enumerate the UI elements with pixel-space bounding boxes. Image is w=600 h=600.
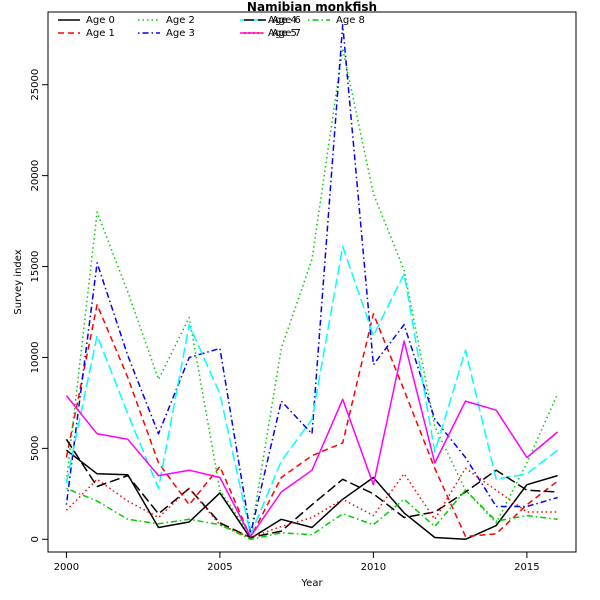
x-axis-title: Year xyxy=(300,578,323,589)
series-line-age-7 xyxy=(65,467,558,539)
legend-label-age-0: Age 0 xyxy=(86,15,115,26)
series-line-age-0 xyxy=(65,449,558,541)
legend-label-age-7: Age 7 xyxy=(272,28,301,39)
legend-label-age-4: Age 4 xyxy=(268,15,297,26)
y-tick-label: 25000 xyxy=(30,69,41,101)
chart-title: Namibian monkfish xyxy=(247,0,377,14)
series-line-age-6 xyxy=(65,438,558,539)
y-tick-label: 0 xyxy=(30,536,41,542)
legend-label-age-5: Age 5 xyxy=(268,28,297,39)
legend: Age 0 Age 1 Age 2 Age 3 Age 4 Age 5 Age 6 Age 7… xyxy=(58,15,365,39)
series-line-age-5 xyxy=(65,340,559,538)
x-axis: 2000 2005 2010 2015 xyxy=(54,551,540,573)
series-line-age-8 xyxy=(66,487,558,541)
y-tick-label: 5000 xyxy=(30,436,41,461)
y-axis-title: Survey index xyxy=(13,249,24,314)
x-tick-label: 2010 xyxy=(361,562,386,573)
y-tick-label: 10000 xyxy=(30,342,41,374)
y-tick-label: 15000 xyxy=(30,251,41,283)
legend-label-age-2: Age 2 xyxy=(166,15,195,26)
series-line-age-1 xyxy=(65,303,559,539)
y-tick-label: 20000 xyxy=(30,160,41,192)
x-tick-label: 2000 xyxy=(54,562,79,573)
legend-label-age-8: Age 8 xyxy=(336,15,365,26)
x-tick-label: 2005 xyxy=(207,562,232,573)
x-tick-label: 2015 xyxy=(514,562,539,573)
legend-label-age-6: Age 6 xyxy=(272,15,301,26)
legend-label-age-1: Age 1 xyxy=(86,28,115,39)
legend-label-age-3: Age 3 xyxy=(166,28,195,39)
y-axis: 0 5000 10000 15000 20000 25000 xyxy=(30,69,49,542)
series-layer xyxy=(65,23,559,541)
series-line-age-3 xyxy=(65,23,558,535)
